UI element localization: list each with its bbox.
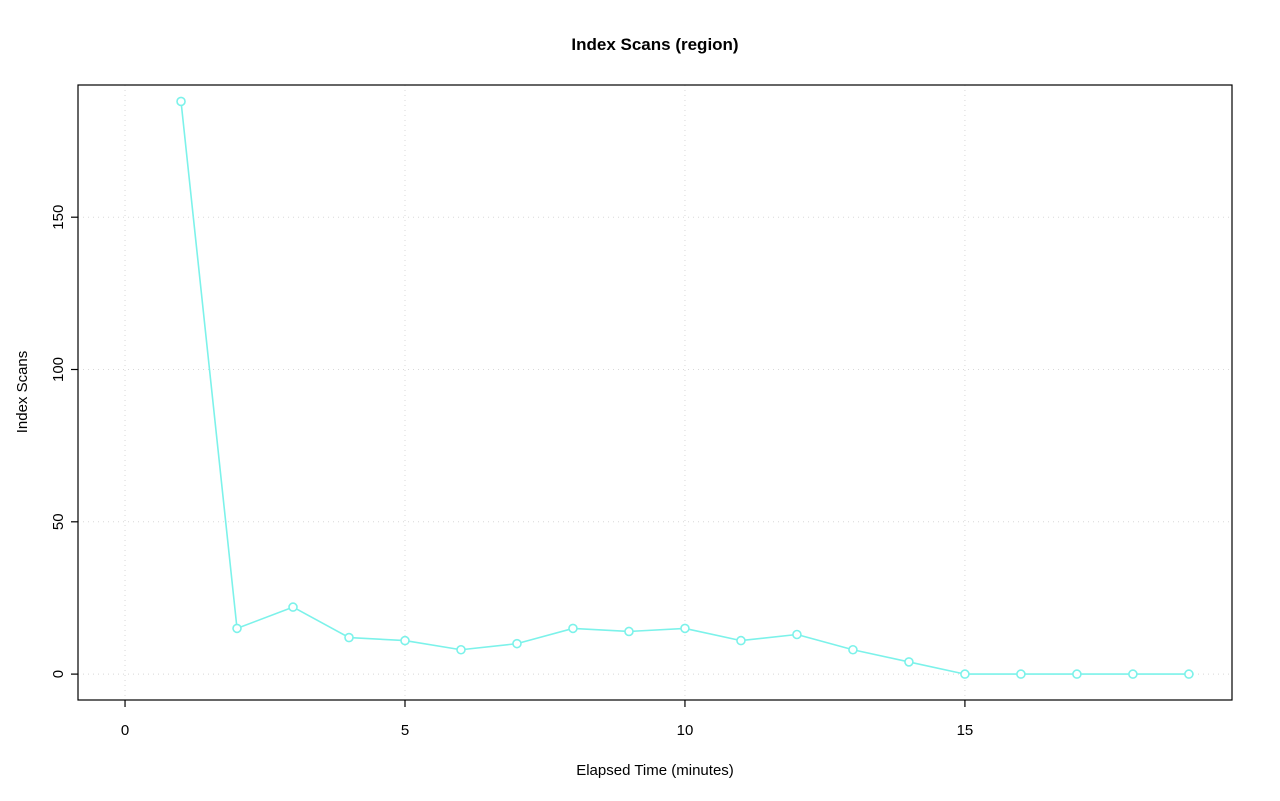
- series-line: [180, 100, 1190, 675]
- y-tick-label: 150: [50, 205, 67, 230]
- data-point: [960, 669, 970, 679]
- chart-title: Index Scans (region): [571, 35, 738, 54]
- x-axis-title: Elapsed Time (minutes): [576, 762, 734, 779]
- data-point: [736, 635, 746, 646]
- data-point: [1072, 669, 1082, 679]
- plot-box: [77, 84, 1233, 701]
- x-tick-label: 5: [401, 722, 409, 739]
- data-point: [848, 644, 858, 655]
- data-point: [176, 96, 186, 107]
- data-point: [1184, 669, 1194, 679]
- data-point: [288, 602, 298, 612]
- data-point: [1128, 669, 1138, 679]
- data-point: [456, 644, 466, 655]
- data-point: [568, 623, 578, 634]
- data-series: [176, 96, 1194, 679]
- y-tick-label: 50: [50, 513, 67, 530]
- plot-frame: [77, 84, 1233, 701]
- data-point: [624, 626, 634, 637]
- data-point: [904, 657, 914, 667]
- data-point: [792, 629, 802, 640]
- data-point: [1016, 669, 1026, 679]
- data-point: [232, 623, 242, 634]
- grid-lines: [78, 85, 1232, 700]
- x-tick-label: 10: [677, 722, 694, 739]
- data-point: [344, 632, 354, 643]
- data-point: [680, 623, 690, 634]
- x-tick-label: 15: [957, 722, 974, 739]
- data-point: [400, 635, 410, 646]
- y-tick-label: 0: [50, 670, 67, 678]
- x-tick-label: 0: [121, 722, 129, 739]
- y-tick-label: 100: [50, 357, 67, 382]
- y-axis-title: Index Scans: [14, 351, 31, 434]
- data-point: [512, 638, 522, 649]
